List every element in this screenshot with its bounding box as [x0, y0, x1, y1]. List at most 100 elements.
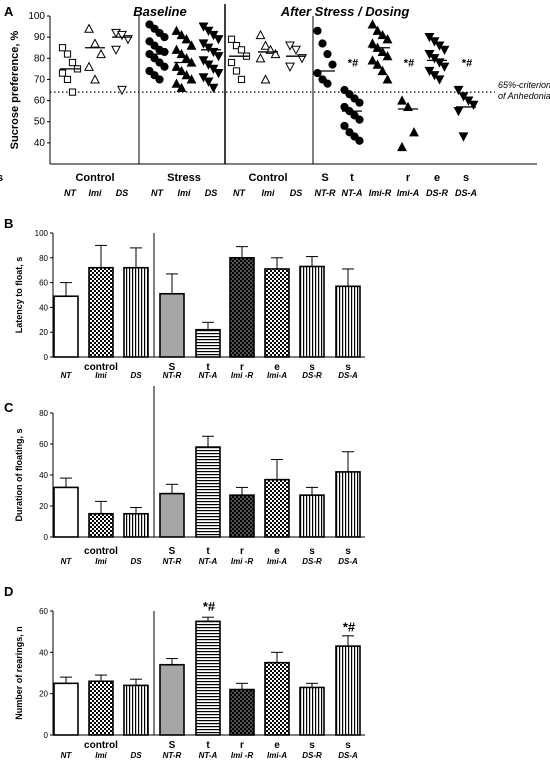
- x-tick-label: NT-A: [199, 751, 218, 760]
- x-tick-label: DS-A: [455, 188, 477, 198]
- bar: [264, 478, 290, 538]
- y-tick-label: 20: [39, 502, 48, 511]
- bar: [159, 292, 185, 358]
- data-point: [323, 49, 332, 59]
- data-point: [176, 48, 187, 59]
- y-tick-label: 40: [39, 648, 48, 657]
- group-label: s: [0, 172, 3, 184]
- group-label: t: [206, 740, 210, 751]
- group-label: s: [345, 546, 351, 557]
- group-label: Stress: [167, 172, 201, 184]
- x-tick-label: DS-R: [302, 751, 322, 760]
- y-tick-label: 100: [28, 11, 45, 22]
- data-point: [90, 74, 100, 84]
- panel-d: 0 20 40 60 Number of rearings, n D NT Imi DS NT-R…: [4, 584, 365, 760]
- bar: [299, 265, 325, 358]
- x-tick-label: Imi: [261, 188, 275, 198]
- data-point: [84, 23, 94, 33]
- data-point: [270, 48, 281, 59]
- data-point: [84, 61, 94, 71]
- data-point: [397, 141, 407, 152]
- data-point: [377, 65, 388, 76]
- data-point: [382, 34, 393, 44]
- data-point: [181, 70, 192, 80]
- data-point: [453, 85, 464, 96]
- group-label: r: [406, 172, 411, 184]
- group-label: control: [84, 546, 118, 557]
- group-label: e: [434, 172, 440, 184]
- data-point: [453, 107, 464, 117]
- y-axis-label: Number of rearings, n: [14, 626, 24, 720]
- bar: [335, 285, 361, 358]
- data-point: [58, 44, 67, 52]
- data-point: [367, 55, 378, 65]
- y-axis-label: Duration of floating, s: [14, 429, 24, 522]
- data-point: [439, 62, 450, 72]
- data-point: [63, 75, 72, 84]
- title-baseline: Baseline: [133, 4, 186, 19]
- data-point: [372, 59, 383, 69]
- data-point: [377, 46, 388, 57]
- group-label: r: [240, 546, 244, 557]
- data-point: [171, 44, 182, 54]
- y-tick-label: 60: [39, 607, 48, 616]
- data-point: [227, 58, 236, 67]
- bar: [264, 268, 290, 358]
- x-tick-label: NT: [64, 188, 77, 198]
- y-tick-label: 0: [44, 533, 49, 542]
- x-tick-label: Imi -R: [231, 557, 253, 566]
- data-point: [237, 75, 246, 84]
- x-tick-label: DS: [205, 188, 218, 198]
- data-point: [117, 85, 127, 96]
- significance-label: *#: [203, 599, 216, 614]
- y-tick-label: 70: [34, 74, 46, 85]
- y-tick-label: 0: [44, 731, 49, 740]
- data-point: [176, 29, 187, 40]
- y-tick-label: 60: [34, 96, 46, 107]
- x-tick-label: Imi: [95, 557, 107, 566]
- group-label: S: [169, 740, 176, 751]
- x-tick-label: Imi: [95, 751, 107, 760]
- x-tick-label: NT: [61, 751, 73, 760]
- bar: [53, 295, 79, 358]
- x-tick-label: Imi-A: [267, 371, 287, 380]
- criterion-label: 65%-criterion: [498, 80, 550, 90]
- data-point: [372, 25, 383, 35]
- bar: [195, 328, 221, 358]
- data-point: [171, 61, 182, 71]
- bar: [53, 486, 79, 538]
- group-label: r: [240, 362, 244, 373]
- group-label: e: [274, 362, 280, 373]
- panel-c: 0 20 40 60 80 Duration of floating, s C NT Imi DS…: [4, 386, 365, 566]
- group-label: s: [345, 740, 351, 751]
- data-point: [377, 29, 388, 40]
- data-point: [63, 50, 72, 58]
- data-point: [318, 39, 327, 48]
- group-label: s: [309, 740, 315, 751]
- y-tick-label: 80: [39, 409, 48, 418]
- data-point: [68, 88, 77, 96]
- bar: [229, 256, 255, 358]
- group-label: S: [169, 362, 176, 373]
- significance-label: *#: [404, 58, 414, 70]
- x-tick-label: Imi -R: [231, 371, 253, 380]
- y-tick-label: 60: [39, 279, 48, 288]
- group-label: t: [206, 546, 210, 557]
- x-tick-label: DS-A: [338, 557, 358, 566]
- x-tick-label: NT: [61, 371, 73, 380]
- group-label: t: [206, 362, 210, 373]
- x-tick-label: Imi-A: [267, 557, 287, 566]
- data-point: [176, 65, 187, 76]
- x-tick-label: NT-A: [199, 371, 218, 380]
- data-point: [58, 69, 67, 77]
- data-point: [355, 98, 364, 107]
- bar: [195, 446, 221, 538]
- group-label: s: [309, 362, 315, 373]
- data-point: [291, 45, 301, 55]
- group-label: r: [240, 740, 244, 751]
- group-label: e: [274, 546, 280, 557]
- y-tick-label: 80: [34, 53, 46, 64]
- group-label: s: [309, 546, 315, 557]
- data-point: [232, 42, 241, 50]
- y-tick-label: 40: [39, 303, 48, 312]
